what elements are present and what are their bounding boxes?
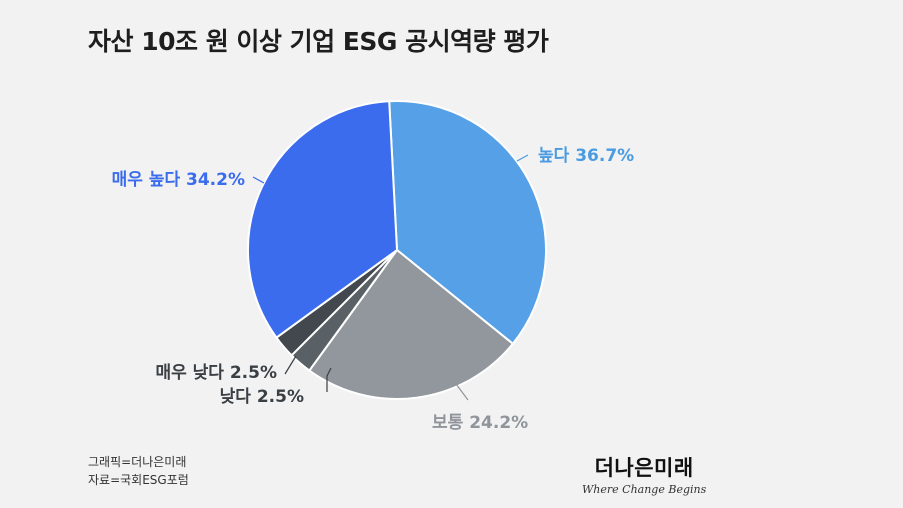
- chart-title: 자산 10조 원 이상 기업 ESG 공시역량 평가: [88, 27, 549, 56]
- credits: 그래픽=더나은미래 자료=국회ESG포럼: [88, 453, 189, 489]
- pie-slice: [388, 100, 547, 346]
- brand-name: 더나은미래: [594, 456, 694, 480]
- slice-label: 높다 36.7%: [538, 146, 634, 166]
- leader-line: [326, 367, 332, 392]
- pie-slice: [247, 100, 399, 339]
- slice-label: 매우 높다 34.2%: [112, 170, 245, 190]
- brand-tagline: Where Change Begins: [582, 483, 707, 496]
- source-credit: 자료=국회ESG포럼: [88, 473, 189, 487]
- leader-line: [455, 383, 469, 401]
- leader-line: [252, 176, 265, 184]
- slice-label: 매우 낮다 2.5%: [155, 363, 277, 383]
- leader-line: [516, 154, 529, 162]
- slice-label: 보통 24.2%: [432, 413, 528, 433]
- slice-label: 낮다 2.5%: [220, 387, 304, 407]
- pie-slice: [307, 248, 515, 400]
- brand-logo: 더나은미래 Where Change Begins: [582, 452, 706, 496]
- graphic-credit: 그래픽=더나은미래: [88, 455, 187, 469]
- leader-line: [284, 355, 297, 375]
